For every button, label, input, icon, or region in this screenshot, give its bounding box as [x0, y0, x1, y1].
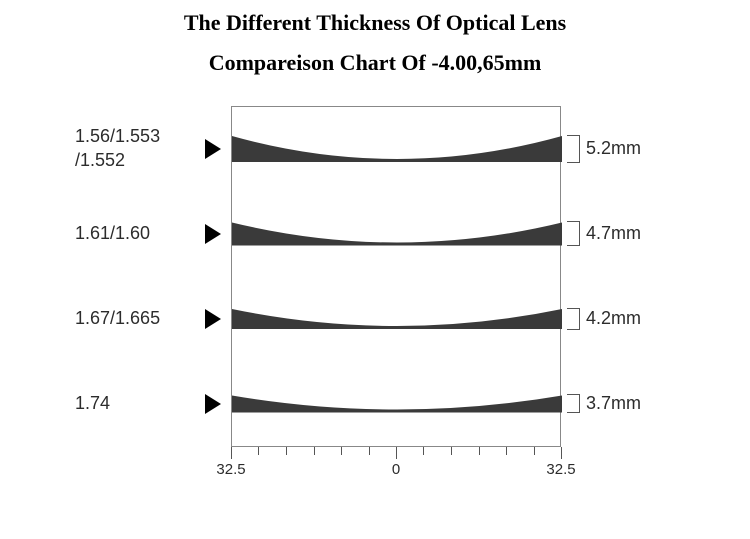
axis-tick: [561, 447, 562, 459]
axis-tick-label: 32.5: [216, 461, 245, 478]
refractive-index-label: 1.56/1.553/1.552: [75, 125, 205, 172]
refractive-index-label: 1.67/1.665: [75, 307, 205, 330]
thickness-label: 4.7mm: [567, 221, 641, 246]
lens-shape: [232, 222, 562, 245]
thickness-value: 5.2mm: [586, 138, 641, 159]
refractive-index-label: 1.61/1.60: [75, 222, 205, 245]
measure-bracket-icon: [567, 135, 580, 163]
refractive-index-label: 1.74: [75, 392, 205, 415]
thickness-value: 3.7mm: [586, 393, 641, 414]
title-line-2: Compareison Chart Of -4.00,65mm: [0, 50, 750, 76]
thickness-label: 5.2mm: [567, 135, 641, 163]
axis-tick: [369, 447, 370, 455]
lens-shape: [232, 136, 562, 162]
measure-bracket-icon: [567, 308, 580, 330]
lens-profile-box: [231, 191, 561, 276]
axis-tick: [479, 447, 480, 455]
lens-row: 1.61/1.60 4.7mm: [75, 191, 675, 276]
lens-row: 1.56/1.553/1.552 5.2mm: [75, 106, 675, 191]
measure-bracket-icon: [567, 221, 580, 246]
thickness-label: 4.2mm: [567, 308, 641, 330]
thickness-label: 3.7mm: [567, 393, 641, 414]
thickness-value: 4.7mm: [586, 223, 641, 244]
pointer-arrow-icon: [205, 309, 221, 329]
lens-profile-box: [231, 361, 561, 446]
title-line-1: The Different Thickness Of Optical Lens: [0, 10, 750, 36]
lens-shape: [232, 309, 562, 329]
axis-tick: [506, 447, 507, 455]
lens-shape: [232, 395, 562, 412]
axis-tick: [423, 447, 424, 455]
thickness-value: 4.2mm: [586, 308, 641, 329]
lens-chart: 1.56/1.553/1.552 5.2mm1.61/1.60 4.7mm1.6…: [75, 106, 675, 487]
measure-bracket-icon: [567, 394, 580, 413]
lens-profile-box: [231, 106, 561, 191]
axis-tick: [451, 447, 452, 455]
lens-profile-box: [231, 276, 561, 361]
x-axis: 32.5032.5: [231, 446, 561, 487]
axis-tick-label: 32.5: [546, 461, 575, 478]
axis-tick: [534, 447, 535, 455]
axis-tick-label: 0: [392, 461, 400, 478]
pointer-arrow-icon: [205, 224, 221, 244]
axis-tick: [286, 447, 287, 455]
axis-tick: [396, 447, 397, 459]
axis-tick: [258, 447, 259, 455]
lens-row: 1.67/1.665 4.2mm: [75, 276, 675, 361]
pointer-arrow-icon: [205, 139, 221, 159]
pointer-arrow-icon: [205, 394, 221, 414]
axis-tick: [231, 447, 232, 459]
axis-tick: [314, 447, 315, 455]
lens-row: 1.74 3.7mm: [75, 361, 675, 446]
axis-tick: [341, 447, 342, 455]
